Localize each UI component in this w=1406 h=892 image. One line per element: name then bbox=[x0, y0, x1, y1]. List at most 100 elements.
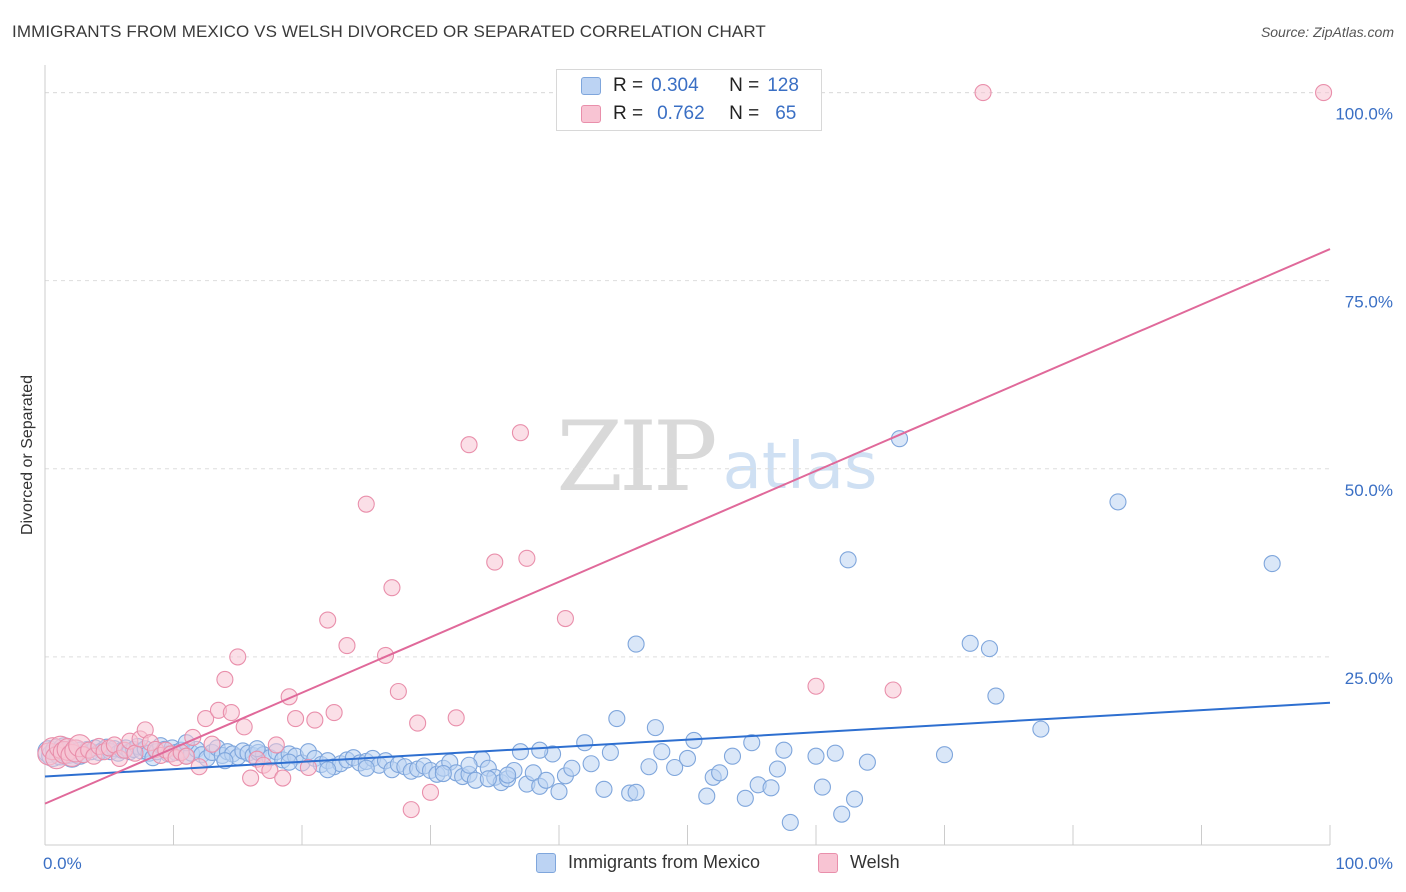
welsh-point bbox=[511, 424, 530, 442]
mexico-point bbox=[1032, 720, 1050, 738]
welsh-point bbox=[325, 704, 343, 722]
welsh-point bbox=[409, 714, 427, 732]
mexico-point bbox=[980, 640, 999, 658]
welsh-point bbox=[338, 637, 356, 655]
legend-n-value: 128 bbox=[767, 75, 799, 96]
mexico-point bbox=[723, 747, 742, 765]
mexico-point bbox=[839, 551, 857, 569]
welsh-point bbox=[807, 677, 825, 695]
mexico-point bbox=[711, 764, 729, 782]
stats-legend: R = 0.304 N = 128 R = 0.762 N = 65 bbox=[556, 69, 822, 131]
mexico-point bbox=[627, 635, 645, 653]
welsh-point bbox=[389, 682, 407, 701]
welsh-trendline bbox=[44, 248, 1331, 805]
legend-row-mexico: R = 0.304 N = 128 bbox=[581, 75, 799, 97]
mexico-point bbox=[743, 734, 761, 752]
welsh-point bbox=[974, 84, 992, 102]
mexico-point bbox=[813, 778, 831, 796]
chart-title: IMMIGRANTS FROM MEXICO VS WELSH DIVORCED… bbox=[12, 22, 766, 41]
mexico-point bbox=[434, 764, 452, 783]
watermark-zip: ZIP bbox=[556, 401, 715, 513]
mexico-point bbox=[499, 766, 517, 784]
welsh-point bbox=[203, 735, 221, 753]
bottom-legend-label-welsh: Welsh bbox=[850, 852, 900, 872]
mexico-point bbox=[961, 634, 979, 652]
welsh-point bbox=[319, 611, 337, 629]
y-tick-label-50: 50.0% bbox=[1345, 481, 1393, 500]
bottom-legend-welsh: Welsh bbox=[818, 852, 900, 873]
bottom-legend-label-mexico: Immigrants from Mexico bbox=[568, 852, 761, 872]
mexico-point bbox=[576, 734, 594, 752]
mexico-point bbox=[858, 753, 876, 771]
welsh-point bbox=[242, 769, 260, 787]
mexico-point bbox=[987, 687, 1005, 705]
mexico-point bbox=[775, 741, 793, 759]
mexico-point bbox=[768, 760, 787, 778]
welsh-point bbox=[287, 710, 305, 728]
y-tick-label-75: 75.0% bbox=[1345, 293, 1393, 312]
welsh-point bbox=[216, 670, 234, 689]
mexico-point bbox=[833, 805, 851, 823]
mexico-point bbox=[807, 747, 825, 765]
legend-r-label: R = bbox=[613, 103, 644, 124]
welsh-point bbox=[884, 681, 902, 699]
watermark-atlas: atlas bbox=[723, 430, 878, 504]
legend-n-label: N = bbox=[729, 103, 760, 124]
mexico-point bbox=[608, 710, 626, 728]
bottom-legend-mexico: Immigrants from Mexico bbox=[536, 852, 760, 873]
mexico-point bbox=[627, 783, 645, 801]
mexico-point bbox=[460, 756, 478, 774]
mexico-trendline bbox=[44, 701, 1331, 778]
mexico-point bbox=[935, 746, 954, 764]
welsh-point bbox=[421, 783, 440, 801]
mexico-point bbox=[216, 752, 234, 770]
mexico-point bbox=[601, 743, 619, 762]
bottom-legend-swatch-welsh bbox=[818, 852, 838, 873]
mexico-point bbox=[582, 755, 600, 773]
x-tick-label-0: 0.0% bbox=[43, 854, 82, 873]
welsh-point bbox=[229, 648, 247, 666]
mexico-point bbox=[666, 758, 684, 777]
mexico-point bbox=[646, 719, 664, 737]
mexico-point bbox=[595, 780, 613, 798]
mexico-point bbox=[640, 758, 658, 776]
welsh-point bbox=[402, 801, 420, 819]
mexico-point bbox=[1263, 555, 1281, 573]
mexico-point bbox=[563, 759, 581, 777]
welsh-point bbox=[486, 553, 504, 571]
legend-n-value: 65 bbox=[775, 103, 797, 124]
mexico-point bbox=[550, 783, 568, 801]
source-label: Source: ZipAtlas.com bbox=[1260, 24, 1394, 40]
welsh-point bbox=[357, 495, 375, 513]
mexico-point bbox=[845, 790, 864, 808]
legend-swatch-welsh bbox=[581, 105, 601, 123]
legend-r-value: 0.304 bbox=[651, 75, 699, 96]
welsh-point bbox=[556, 609, 574, 628]
legend-r-value: 0.762 bbox=[657, 103, 705, 124]
mexico-point bbox=[357, 759, 375, 777]
welsh-point bbox=[1315, 84, 1333, 102]
welsh-point bbox=[518, 549, 536, 567]
welsh-point bbox=[267, 736, 285, 754]
mexico-point bbox=[1109, 493, 1127, 511]
mexico-point bbox=[781, 813, 799, 831]
welsh-point bbox=[126, 744, 144, 762]
welsh-point bbox=[261, 761, 279, 780]
welsh-point bbox=[299, 758, 317, 777]
x-tick-label-100: 100.0% bbox=[1335, 854, 1393, 873]
mexico-point bbox=[531, 741, 549, 759]
welsh-point bbox=[376, 646, 395, 664]
mexico-point bbox=[511, 743, 530, 761]
mexico-point bbox=[653, 743, 671, 761]
mexico-point bbox=[319, 761, 337, 779]
legend-swatch-mexico bbox=[581, 77, 601, 95]
welsh-point bbox=[306, 711, 324, 729]
legend-n-label: N = bbox=[729, 75, 760, 96]
welsh-point bbox=[222, 704, 240, 722]
welsh-point bbox=[177, 747, 195, 765]
bottom-legend-swatch-mexico bbox=[536, 852, 556, 873]
y-tick-label-25: 25.0% bbox=[1345, 669, 1393, 688]
welsh-point bbox=[383, 579, 401, 597]
welsh-point bbox=[235, 718, 253, 736]
